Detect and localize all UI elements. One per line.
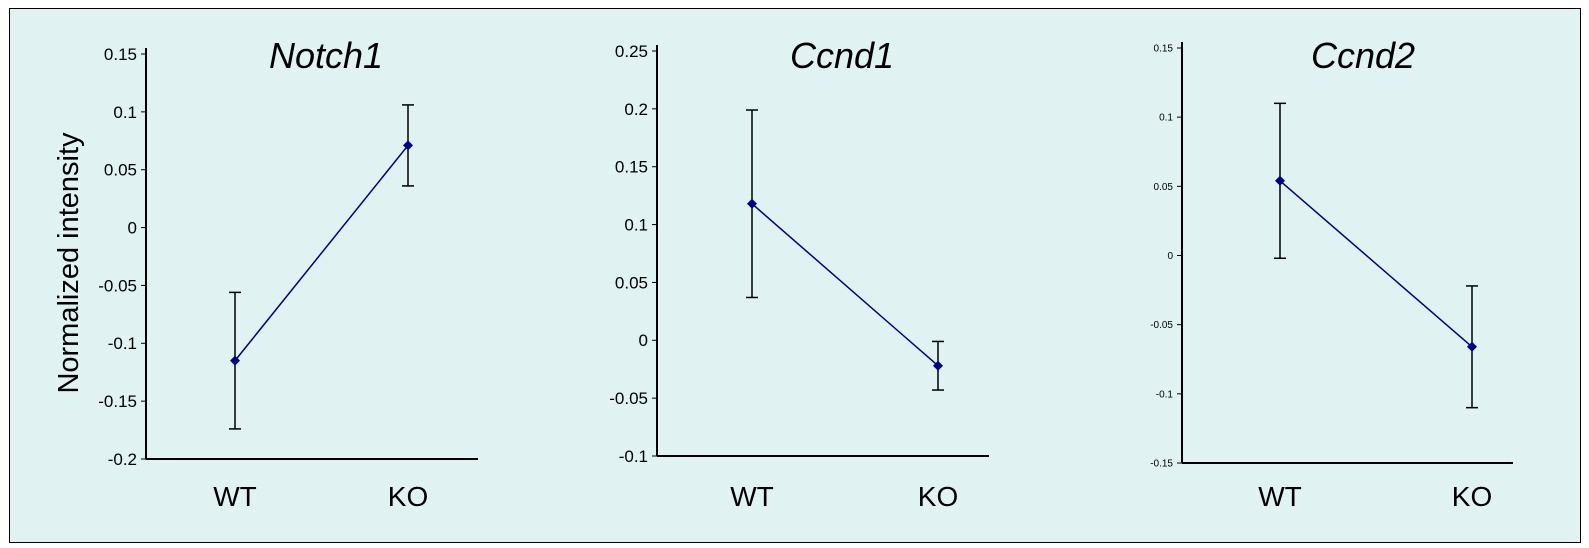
y-tick-label: -0.05 [98,276,137,295]
data-point-wt [1275,175,1285,186]
y-tick-label: -0.05 [1150,320,1173,331]
series-line [751,203,939,367]
chart-title: Notch1 [269,35,383,76]
chart-panel-1: Notch1 0.15 0.1 0.05 0 -0.05 -0.1 -0.15 -0.2 WT KO [98,35,478,512]
chart-title: Ccnd2 [1311,35,1415,76]
y-tick-label: 0.15 [615,158,648,177]
data-point-ko [933,360,943,371]
y-tick-label: 0.25 [615,42,648,61]
y-tick-label: 0.15 [104,45,137,64]
x-tick-label-ko: KO [1452,481,1492,512]
y-tick-label: 0.05 [615,273,648,292]
x-tick-label-ko: KO [388,481,428,512]
series-line [1279,180,1473,348]
data-point-ko [1467,341,1477,352]
y-tick-label: -0.15 [1150,459,1173,470]
y-tick-label: 0.1 [624,216,648,235]
y-tick-label: 0 [1167,251,1173,262]
y-axis-label: Normalized intensity [53,132,85,394]
y-tick-label: 0 [128,219,137,238]
x-tick-label-wt: WT [1258,481,1302,512]
data-point-wt [230,355,240,366]
x-tick-label-wt: WT [213,481,257,512]
y-tick-label: 0.05 [104,161,137,180]
data-point-wt [747,198,757,209]
figure-background [9,8,1581,543]
y-tick-label: 0.15 [1154,44,1174,55]
x-tick-label-wt: WT [730,481,774,512]
y-tick-label: 0.1 [1159,113,1173,124]
y-tick-label: -0.2 [108,450,137,469]
series-line [234,144,409,362]
y-tick-label: -0.15 [98,392,137,411]
data-point-ko [403,140,413,151]
y-tick-label: 0 [639,331,648,350]
x-tick-label-ko: KO [918,481,958,512]
y-tick-label: -0.1 [619,447,648,466]
chart-panel-3: Ccnd2 0.15 0.1 0.05 0 -0.05 -0.1 -0.15 WT KO [1150,35,1513,512]
y-tick-label: 0.05 [1154,182,1174,193]
y-tick-label: -0.1 [1156,389,1174,400]
y-tick-label: 0.2 [624,100,648,119]
y-tick-label: 0.1 [113,103,137,122]
y-tick-label: -0.1 [108,334,137,353]
chart-panel-2: Ccnd1 0.25 0.2 0.15 0.1 0.05 0 -0.05 -0.1 WT KO [609,35,989,512]
y-tick-label: -0.05 [609,389,648,408]
chart-title: Ccnd1 [790,35,894,76]
